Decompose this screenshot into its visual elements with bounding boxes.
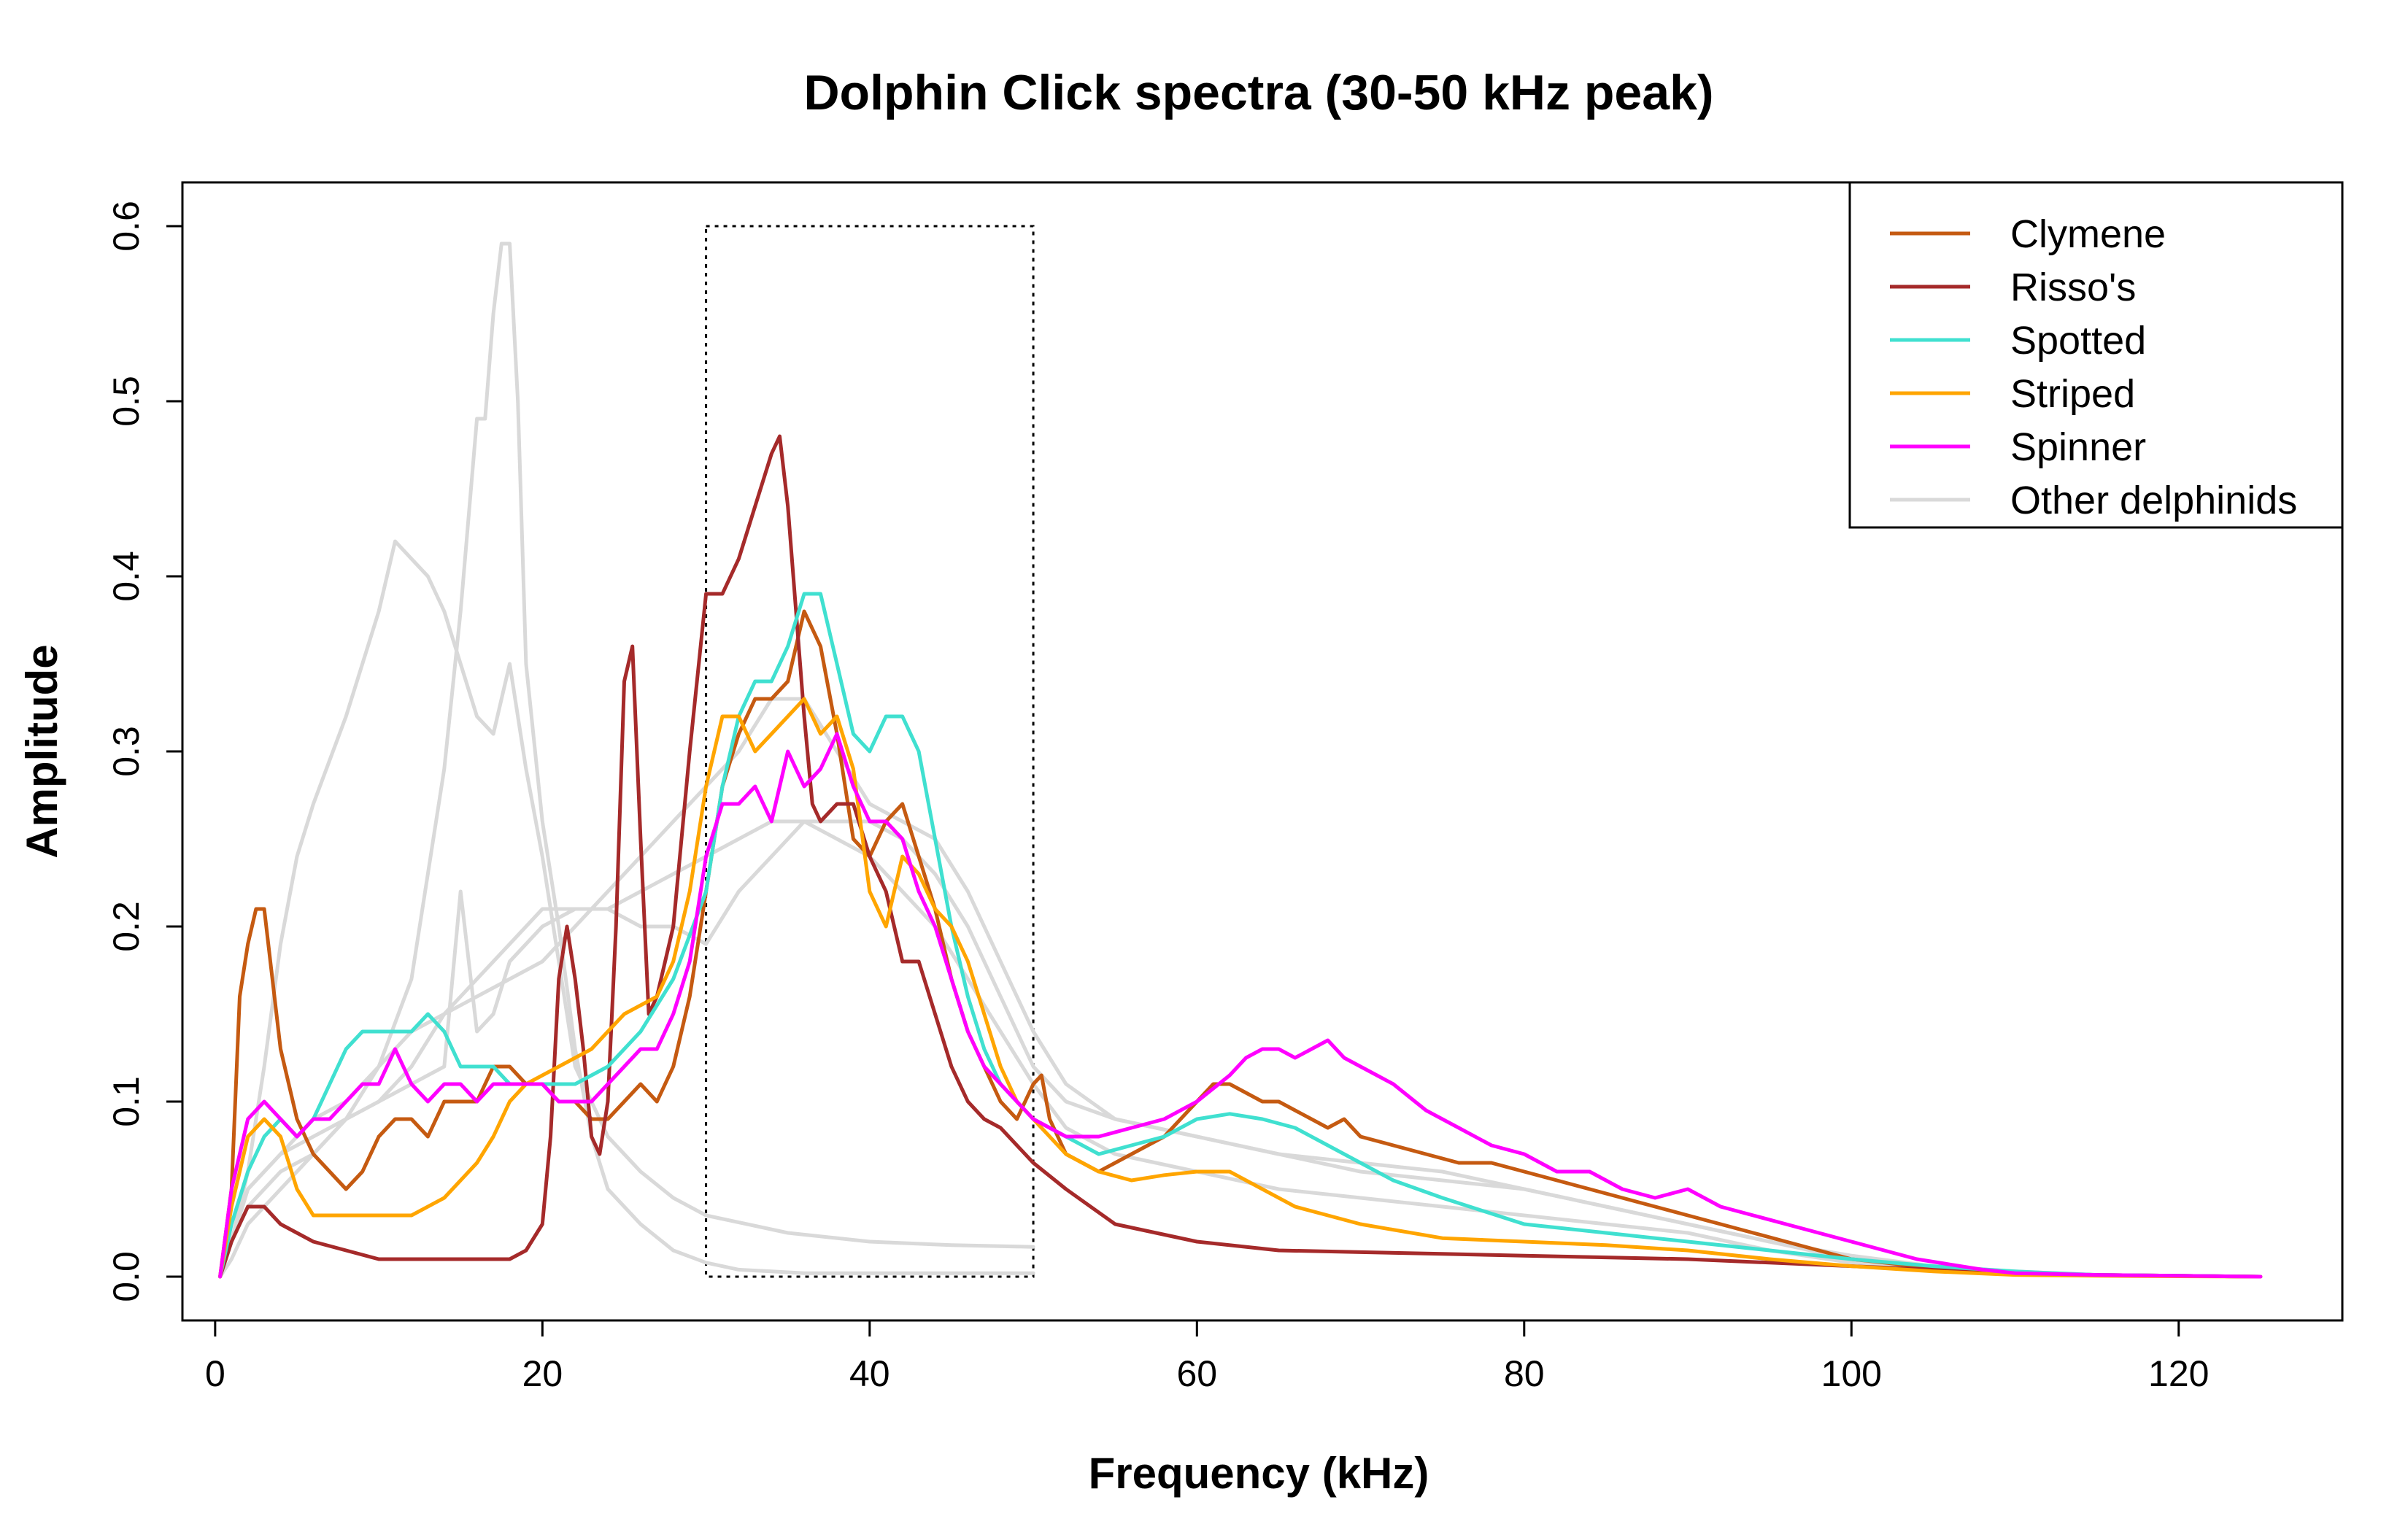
legend-box [1848, 181, 2344, 529]
legend-label-spotted: Spotted [2010, 319, 2146, 363]
x-tick-label: 60 [1176, 1353, 1217, 1394]
x-axis-label: Frequency (kHz) [1089, 1449, 1429, 1498]
series-line-other-delphinids [218, 819, 2017, 1279]
x-tick-label: 80 [1504, 1353, 1545, 1394]
series-line-spotted [218, 592, 2263, 1279]
legend-label-striped: Striped [2010, 372, 2135, 416]
series-line-other-delphinids [218, 819, 2017, 1279]
series-line-spinner [218, 732, 2263, 1279]
y-tick-label: 0.0 [106, 1251, 147, 1302]
series-line-striped [218, 697, 2263, 1279]
series-layer [218, 241, 2263, 1279]
y-tick-label: 0.5 [106, 376, 147, 427]
y-tick-label: 0.2 [106, 901, 147, 952]
series-line-risso-s [218, 434, 2263, 1279]
x-tick-label: 0 [205, 1353, 225, 1394]
series-line-other-delphinids [218, 697, 2263, 1279]
chart-title: Dolphin Click spectra (30-50 kHz peak) [803, 65, 1713, 120]
x-tick-label: 40 [849, 1353, 890, 1394]
x-tick-label: 20 [522, 1353, 563, 1394]
y-tick-label: 0.4 [106, 551, 147, 602]
legend-label-spinner: Spinner [2010, 425, 2146, 469]
y-axis-label: Amplitude [18, 644, 66, 858]
y-tick-label: 0.1 [106, 1076, 147, 1127]
highlight-box [705, 225, 1035, 1278]
y-tick-label: 0.6 [106, 201, 147, 252]
legend-label-risso-s: Risso's [2010, 266, 2136, 309]
x-tick-label: 120 [2148, 1353, 2209, 1394]
legend: Clymene Risso's Spotted Striped Spinner Other… [1848, 181, 2344, 529]
x-tick-label: 100 [1821, 1353, 1882, 1394]
y-axis: 0.0 0.1 0.2 0.3 0.4 0.5 0.6 [106, 201, 182, 1302]
series-line-other-delphinids [218, 539, 1035, 1279]
legend-label-other-delphinids: Other delphinids [2010, 479, 2297, 522]
series-line-clymene [218, 609, 2263, 1279]
legend-label-clymene: Clymene [2010, 212, 2166, 256]
y-tick-label: 0.3 [106, 726, 147, 777]
x-axis: 0 20 40 60 80 100 120 [205, 1320, 2209, 1394]
